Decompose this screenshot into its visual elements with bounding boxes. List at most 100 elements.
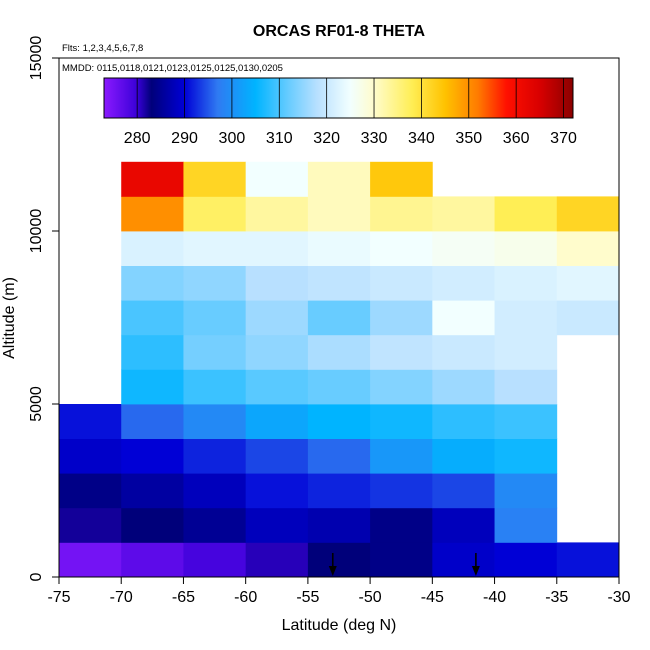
heatmap-cell [432,231,495,266]
heatmap-cell [183,265,247,301]
heatmap-cell [494,404,558,439]
x-tick-label: -45 [421,589,444,606]
heatmap-cell [121,300,184,336]
y-tick-label: 5000 [28,386,45,422]
heatmap-cell [183,473,247,509]
colorbar-tick-label: 360 [503,130,530,147]
heatmap-cell [245,334,309,370]
heatmap-cell [245,231,309,266]
chart-title: ORCAS RF01-8 THETA [253,23,426,40]
heatmap-cell [59,404,122,439]
heatmap-cell [121,473,184,509]
annotation-arrows [328,553,480,576]
x-tick-label: -60 [234,589,257,606]
flights-subtitle: Flts: 1,2,3,4,5,6,7,8 [62,43,143,54]
heatmap-cell [556,196,620,232]
heatmap-cell [494,300,558,336]
heatmap-cell [370,300,433,336]
heatmap-cell [245,507,309,543]
heatmap-cell [183,161,247,197]
heatmap-cell [556,231,620,266]
flight-arrow [471,553,480,576]
colorbar-tick-label: 310 [266,130,293,147]
heatmap-cell [307,438,371,474]
heatmap-cell [556,542,620,578]
x-axis-label: Latitude (deg N) [282,617,397,634]
heatmap-cell [494,369,558,405]
heatmap-cell [307,231,371,266]
heatmap-cell [245,473,309,509]
heatmap-cell [556,265,620,301]
heatmap-cell [307,404,371,439]
heatmap-cell [432,300,495,336]
colorbar-tick-label: 370 [550,130,577,147]
heatmap-cell [183,438,247,474]
heatmap-cell [245,369,309,405]
colorbar-tick-label: 300 [219,130,246,147]
heatmap-cell [432,196,495,232]
heatmap-cell [494,438,558,474]
colorbar [103,77,574,119]
heatmap-cell [370,265,433,301]
x-axis: -75 -70 -65 -60 -55 -50 -45 -40 -35 -30 [47,577,631,606]
colorbar-tick-label: 290 [171,130,198,147]
heatmap-cell [307,369,371,405]
heatmap-cell [432,265,495,301]
colorbar-tick-label: 330 [361,130,388,147]
heatmap-cell [307,196,371,232]
heatmap-cell [121,265,184,301]
heatmap-cell [494,196,558,232]
heatmap-cell [245,161,309,197]
heatmap-cell [432,404,495,439]
heatmap-cell [370,404,433,439]
heatmap-cell [494,334,558,370]
heatmap-cell [307,473,371,509]
dates-subtitle: MMDD: 0115,0118,0121,0123,0125,0125,0130… [62,63,283,74]
heatmap-cell [183,369,247,405]
heatmap-cell [307,265,371,301]
heatmap-cell [494,473,558,509]
heatmap-cell [183,334,247,370]
x-tick-label: -55 [296,589,319,606]
heatmap-cell [245,265,309,301]
heatmap-cell [432,507,495,543]
heatmap-cell [370,231,433,266]
heatmap-cell [556,300,620,336]
x-tick-label: -75 [47,589,70,606]
y-tick-label: 0 [28,572,45,581]
x-tick-label: -35 [545,589,568,606]
colorbar-tick-label: 350 [455,130,482,147]
plot-frame [58,57,620,578]
heatmap-cells [59,161,620,578]
colorbar-ticks: 280 290 300 310 320 330 340 350 360 370 [124,78,577,147]
flight-arrow [328,553,337,576]
heatmap-cell [183,542,247,578]
heatmap-cell [370,334,433,370]
heatmap-cell [370,438,433,474]
heatmap-cell [183,196,247,232]
heatmap-cell [307,161,371,197]
heatmap-cell [183,300,247,336]
colorbar-tick-label: 340 [408,130,435,147]
heatmap-cell [370,473,433,509]
heatmap-cell [121,507,184,543]
heatmap-cell [494,265,558,301]
heatmap-cell [432,473,495,509]
heatmap-cell [59,507,122,543]
colorbar-tick-label: 280 [124,130,151,147]
heatmap-cell [494,231,558,266]
heatmap-cell [121,334,184,370]
heatmap-cell [432,334,495,370]
heatmap-cell [494,542,558,578]
y-axis: 0 5000 10000 15000 [28,36,59,581]
heatmap-cell [370,542,433,578]
heatmap-cell [121,196,184,232]
heatmap-cell [121,438,184,474]
heatmap-cell [245,300,309,336]
x-tick-label: -50 [359,589,382,606]
heatmap-cell [245,404,309,439]
heatmap-cell [307,507,371,543]
heatmap-cell [432,542,495,578]
heatmap-cell [121,369,184,405]
